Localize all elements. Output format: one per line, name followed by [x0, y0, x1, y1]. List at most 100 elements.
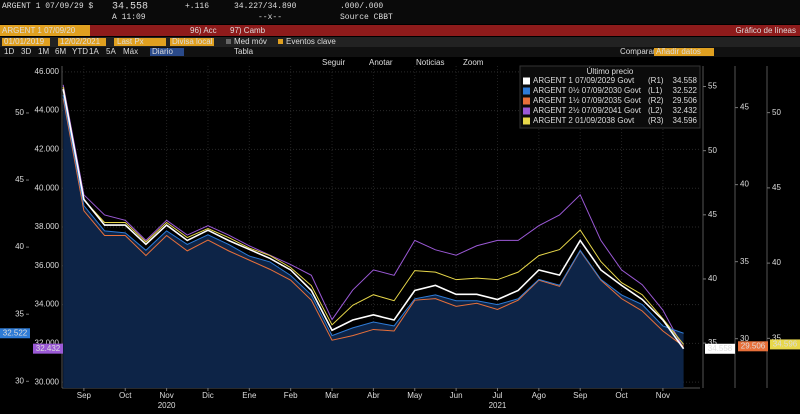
y-tick-label: 45: [740, 103, 749, 112]
period-button[interactable]: 5A: [106, 47, 116, 56]
legend-swatch: [523, 77, 530, 85]
value-tag-label: 32.522: [3, 328, 28, 337]
checkbox[interactable]: [278, 39, 283, 44]
x-tick-label: Oct: [615, 391, 628, 400]
period-button[interactable]: 3D: [21, 47, 31, 56]
add-data[interactable]: Añadir datos: [656, 47, 701, 56]
y-tick-label: 30: [740, 334, 749, 343]
menu-item[interactable]: 96) Acc: [190, 26, 217, 35]
legend-swatch: [523, 117, 530, 125]
source: Source CBBT: [340, 13, 393, 22]
x-tick-label: Nov: [656, 391, 670, 400]
y-tick-label: 55: [708, 82, 717, 91]
y-tick-label: 45: [772, 183, 781, 192]
events[interactable]: Eventos clave: [286, 37, 336, 46]
y-tick-label: 45: [15, 175, 24, 184]
x-tick-label: Dic: [202, 391, 214, 400]
y-tick-label: 35: [708, 338, 717, 347]
y-tick-label: 46.000: [35, 67, 60, 76]
x-tick-label: Sep: [573, 391, 588, 400]
y-tick-label: 50: [15, 108, 24, 117]
legend-name: ARGENT 2½ 07/09/2041 Govt: [533, 106, 642, 115]
bid-ask: 34.227/34.890: [234, 2, 297, 11]
quote-bar: [0, 0, 800, 24]
input[interactable]: [58, 38, 106, 46]
chart-tool[interactable]: Seguir: [322, 58, 345, 67]
value-tag: [770, 339, 800, 350]
legend-tag: (R2): [648, 96, 664, 105]
input[interactable]: [2, 38, 50, 46]
legend-name: ARGENT 1 07/09/2029 Govt: [533, 76, 635, 85]
y-tick-label: 40: [708, 274, 717, 283]
chart-tool[interactable]: Anotar: [369, 58, 393, 67]
y-tick-label: 40.000: [35, 183, 60, 192]
period-bar: [0, 47, 800, 57]
y-tick-label: 30: [15, 376, 24, 385]
legend-name: ARGENT 2 01/09/2038 Govt: [533, 116, 635, 125]
area: [63, 95, 684, 389]
chart-tool[interactable]: Zoom: [463, 58, 484, 67]
period-button[interactable]: YTD: [72, 47, 88, 56]
series-line: [62, 95, 684, 337]
legend-name: ARGENT 0½ 07/09/2030 Govt: [533, 86, 642, 95]
value-tag: [705, 343, 735, 354]
x-tick-label: May: [407, 391, 422, 400]
end-date[interactable]: 12/02/2021: [60, 37, 101, 46]
frequency-field[interactable]: [150, 48, 184, 56]
y-tick-label: 44.000: [35, 106, 60, 115]
time: A 11:09: [112, 13, 146, 22]
y-tick-label: 42.000: [35, 145, 60, 154]
legend: [519, 65, 701, 129]
legend-tag: (R3): [648, 116, 664, 125]
period-button[interactable]: 1A: [89, 47, 99, 56]
legend-swatch: [523, 87, 530, 95]
y-tick-label: 35: [15, 309, 24, 318]
x-tick-label: Nov: [159, 391, 173, 400]
period-button[interactable]: Máx: [123, 47, 138, 56]
legend-tag: (L2): [648, 106, 663, 115]
start-date[interactable]: 01/01/2019: [4, 37, 45, 46]
value-tag-label: 32.432: [36, 344, 61, 353]
x-tick-label: Sep: [77, 391, 92, 400]
menu-bar: [0, 25, 800, 36]
value-tag-label: 34.596: [773, 340, 798, 349]
period-button[interactable]: 6M: [55, 47, 66, 56]
checkbox[interactable]: [226, 39, 231, 44]
period-button[interactable]: 1M: [38, 47, 49, 56]
table-button[interactable]: Tabla: [234, 47, 254, 56]
field[interactable]: Last Px: [117, 37, 144, 46]
frequency[interactable]: Diario: [152, 47, 173, 56]
x-tick-label: Oct: [119, 391, 132, 400]
legend-value: 34.558: [673, 76, 698, 85]
y-tick-label: 32.000: [35, 338, 60, 347]
security-field[interactable]: [0, 25, 90, 36]
value-tag: [738, 341, 768, 352]
add-field[interactable]: [654, 48, 714, 56]
y-tick-label: 40: [740, 180, 749, 189]
legend-swatch: [523, 97, 530, 105]
y-tick-label: 38.000: [35, 222, 60, 231]
value-tag: [33, 343, 63, 354]
input[interactable]: [114, 38, 166, 46]
x-tick-label: Jul: [492, 391, 502, 400]
period-button[interactable]: 1D: [4, 47, 14, 56]
currency[interactable]: Divisa local: [172, 37, 213, 46]
chart-tool[interactable]: Noticias: [416, 58, 444, 67]
security[interactable]: ARGENT 1 07/09/20: [2, 26, 76, 35]
y-tick-label: 35: [740, 257, 749, 266]
year-label: 2020: [158, 401, 176, 410]
menu-item[interactable]: 97) Camb: [230, 26, 266, 35]
series-line: [62, 84, 685, 349]
input[interactable]: [170, 38, 214, 46]
ticker: ARGENT 1 07/09/29 $: [2, 2, 93, 11]
moving-avg[interactable]: Med móv: [234, 37, 267, 46]
compare-button[interactable]: Comparar: [620, 47, 656, 56]
series-line: [62, 86, 684, 345]
y-tick-label: 45: [708, 210, 717, 219]
yield: .000/.000: [340, 2, 383, 11]
legend-title: Último precio: [587, 67, 634, 76]
chart-kind: Gráfico de líneas: [736, 26, 796, 35]
legend-tag: (L1): [648, 86, 663, 95]
legend-name: ARGENT 1½ 07/09/2035 Govt: [533, 96, 642, 105]
